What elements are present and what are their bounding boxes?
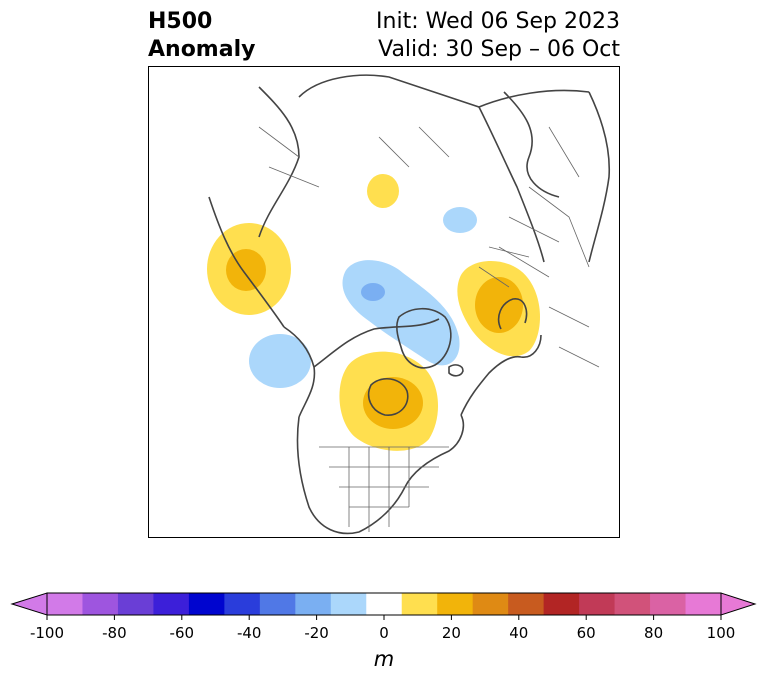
colorbar-tick-label: -80 bbox=[102, 624, 127, 642]
colorbar-segment bbox=[543, 593, 580, 615]
colorbar-segment bbox=[401, 593, 438, 615]
colorbar-segment bbox=[614, 593, 651, 615]
title-init: Init: Wed 06 Sep 2023 bbox=[376, 9, 620, 34]
colorbar-segment bbox=[330, 593, 367, 615]
colorbar-segment bbox=[366, 593, 403, 615]
colorbar-tick-label: 100 bbox=[706, 624, 736, 642]
anomaly-positive-siberia bbox=[367, 174, 399, 208]
colorbar-segment bbox=[188, 593, 225, 615]
anomaly-negative-siberia bbox=[443, 207, 477, 233]
anomaly-shading bbox=[207, 174, 540, 451]
colorbar-segment bbox=[47, 593, 83, 615]
colorbar-tick-label: 80 bbox=[644, 624, 664, 642]
colorbar-segments bbox=[47, 593, 722, 615]
colorbar-extend-max bbox=[720, 592, 757, 616]
anomaly-negative-arctic-core bbox=[361, 283, 385, 301]
colorbar-segment bbox=[153, 593, 190, 615]
colorbar-segment bbox=[295, 593, 332, 615]
colorbar-segment bbox=[685, 593, 722, 615]
anomaly-negative-ne-pacific bbox=[249, 334, 311, 388]
anomaly-map bbox=[207, 74, 611, 535]
colorbar-segment bbox=[579, 593, 616, 615]
title-type: Anomaly bbox=[148, 37, 256, 62]
colorbar-tick-label: 40 bbox=[509, 624, 529, 642]
title-right: Init: Wed 06 Sep 2023 Valid: 30 Sep – 06… bbox=[376, 8, 620, 64]
colorbar-tick-label: -40 bbox=[236, 624, 262, 642]
colorbar-tick-label: 20 bbox=[441, 624, 461, 642]
coastlines bbox=[208, 74, 611, 535]
map-panel bbox=[148, 66, 620, 538]
anomaly-positive-europe-core bbox=[475, 277, 523, 333]
colorbar-segment bbox=[508, 593, 545, 615]
colorbar-unit-label: m bbox=[373, 647, 395, 671]
colorbar-segment bbox=[117, 593, 154, 615]
colorbar-tick-label: -20 bbox=[304, 624, 329, 642]
colorbar-segment bbox=[224, 593, 261, 615]
anomaly-positive-canada-core bbox=[363, 377, 423, 429]
colorbar-tick-label: 60 bbox=[576, 624, 596, 642]
colorbar-segment bbox=[650, 593, 687, 615]
title-left: H500 Anomaly bbox=[148, 8, 255, 64]
boundaries bbox=[258, 126, 600, 532]
title-valid: Valid: 30 Sep – 06 Oct bbox=[378, 37, 620, 62]
title-variable: H500 bbox=[148, 9, 213, 34]
colorbar-tick-label: -60 bbox=[169, 624, 195, 642]
colorbar-tick-marks bbox=[46, 615, 722, 620]
colorbar-segment bbox=[437, 593, 474, 615]
colorbar-tick-label: -100 bbox=[29, 624, 65, 642]
anomaly-positive-pacific-core bbox=[226, 249, 266, 291]
colorbar-extend-min bbox=[10, 592, 48, 616]
colorbar-segment bbox=[259, 593, 296, 615]
colorbar bbox=[10, 592, 757, 620]
colorbar-segment bbox=[82, 593, 119, 615]
colorbar-segment bbox=[472, 593, 509, 615]
colorbar-tick-label: 0 bbox=[379, 624, 389, 642]
